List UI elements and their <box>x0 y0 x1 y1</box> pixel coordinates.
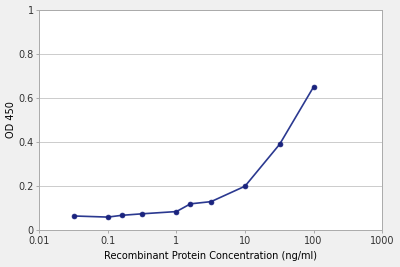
X-axis label: Recombinant Protein Concentration (ng/ml): Recombinant Protein Concentration (ng/ml… <box>104 252 317 261</box>
Y-axis label: OD 450: OD 450 <box>6 101 16 138</box>
